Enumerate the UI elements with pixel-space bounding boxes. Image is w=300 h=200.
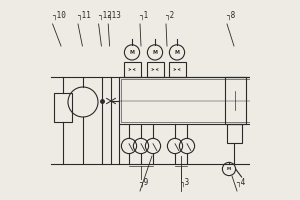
Text: ┐1: ┐1 — [139, 11, 148, 20]
Bar — [124, 62, 140, 77]
Text: ┐12: ┐12 — [98, 11, 112, 20]
Text: M: M — [152, 50, 158, 55]
Text: ┐2: ┐2 — [165, 11, 174, 20]
Text: M: M — [130, 50, 134, 55]
Text: ┐8: ┐8 — [226, 11, 235, 20]
Text: M: M — [227, 167, 231, 171]
Bar — [119, 77, 263, 124]
Bar — [54, 93, 72, 122]
Bar — [227, 124, 242, 143]
Text: ┐10: ┐10 — [52, 11, 65, 20]
Bar — [146, 62, 164, 77]
Text: ┐4: ┐4 — [236, 178, 245, 187]
Bar — [121, 79, 261, 122]
Text: ┐9: ┐9 — [139, 178, 148, 187]
Bar — [225, 77, 246, 124]
Text: M: M — [175, 50, 179, 55]
Text: ┐3: ┐3 — [180, 178, 189, 187]
Text: ┐13: ┐13 — [107, 11, 121, 20]
Text: ┐11: ┐11 — [77, 11, 91, 20]
Bar — [169, 62, 185, 77]
